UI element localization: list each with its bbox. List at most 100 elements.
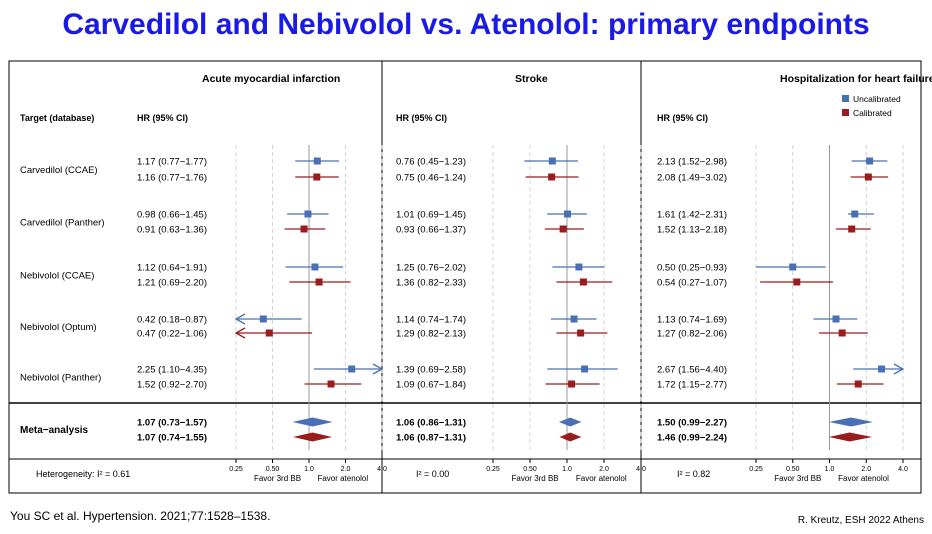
hr-value: 2.13 (1.52−2.98) bbox=[657, 157, 727, 168]
uncalibrated-ci-arrow bbox=[893, 363, 905, 375]
uncalibrated-point bbox=[878, 365, 886, 373]
calibrated-point bbox=[793, 278, 801, 286]
meta-hr-value: 1.06 (0.87−1.31) bbox=[396, 433, 466, 444]
uncalibrated-point bbox=[570, 315, 578, 323]
uncalibrated-point bbox=[348, 365, 356, 373]
favor-right-label: Favor atenolol bbox=[317, 474, 368, 483]
uncalibrated-meta-diamond bbox=[828, 417, 873, 427]
uncalibrated-point bbox=[548, 157, 556, 165]
legend-label: Uncalibrated bbox=[853, 94, 901, 104]
x-tick-label: 0.25 bbox=[229, 466, 243, 473]
hr-value: 0.98 (0.66−1.45) bbox=[137, 210, 207, 221]
x-tick-label: 0.25 bbox=[749, 466, 763, 473]
hr-value: 1.17 (0.77−1.77) bbox=[137, 157, 207, 168]
hr-value: 1.52 (1.13−2.18) bbox=[657, 225, 727, 236]
hr-header: HR (95% CI) bbox=[657, 113, 708, 123]
meta-hr-value: 1.06 (0.86−1.31) bbox=[396, 418, 466, 429]
target-label: Carvedilol (CCAE) bbox=[20, 165, 98, 176]
meta-hr-value: 1.50 (0.99−2.27) bbox=[657, 418, 727, 429]
uncalibrated-point bbox=[581, 365, 589, 373]
hr-value: 1.61 (1.42−2.31) bbox=[657, 210, 727, 221]
calibrated-point bbox=[579, 278, 587, 286]
slide-title: Carvedilol and Nebivolol vs. Atenolol: p… bbox=[62, 8, 870, 41]
hr-value: 1.14 (0.74−1.74) bbox=[396, 315, 466, 326]
meta-hr-value: 1.46 (0.99−2.24) bbox=[657, 433, 727, 444]
x-tick-label: 0.50 bbox=[266, 466, 280, 473]
x-tick-label: 2.0 bbox=[861, 466, 871, 473]
figure-frame bbox=[8, 60, 922, 494]
meta-hr-value: 1.07 (0.74−1.55) bbox=[137, 433, 207, 444]
target-label: Nebivolol (CCAE) bbox=[20, 271, 94, 282]
hr-value: 0.50 (0.25−0.93) bbox=[657, 263, 727, 274]
heterogeneity-label: I² = 0.82 bbox=[677, 469, 710, 479]
target-header: Target (database) bbox=[20, 113, 94, 123]
credit: R. Kreutz, ESH 2022 Athens bbox=[797, 515, 924, 526]
favor-left-label: Favor 3rd BB bbox=[254, 474, 301, 483]
hr-value: 1.13 (0.74−1.69) bbox=[657, 315, 727, 326]
x-tick-label: 1.0 bbox=[825, 466, 835, 473]
uncalibrated-point bbox=[575, 263, 583, 271]
uncalibrated-point bbox=[564, 210, 572, 218]
calibrated-point bbox=[559, 225, 567, 233]
calibrated-ci-arrow bbox=[234, 327, 246, 339]
meta-hr-value: 1.07 (0.73−1.57) bbox=[137, 418, 207, 429]
favor-left-label: Favor 3rd BB bbox=[512, 474, 559, 483]
x-tick-label: 1.0 bbox=[304, 466, 314, 473]
heterogeneity-label: I² = 0.00 bbox=[416, 469, 449, 479]
heterogeneity-label: Heterogeneity: I² = 0.61 bbox=[36, 469, 130, 479]
uncalibrated-point bbox=[789, 263, 797, 271]
legend-label: Calibrated bbox=[853, 108, 892, 118]
citation: You SC et al. Hypertension. 2021;77:1528… bbox=[10, 509, 271, 523]
x-tick-label: 0.25 bbox=[486, 466, 500, 473]
uncalibrated-meta-diamond bbox=[292, 417, 333, 427]
meta-analysis-label: Meta−analysis bbox=[20, 425, 89, 436]
panel-title: Stroke bbox=[515, 73, 548, 85]
hr-value: 1.52 (0.92−2.70) bbox=[137, 380, 207, 391]
hr-value: 0.75 (0.46−1.24) bbox=[396, 173, 466, 184]
panel-title: Acute myocardial infarction bbox=[202, 73, 340, 85]
uncalibrated-point bbox=[851, 210, 859, 218]
calibrated-point bbox=[577, 329, 585, 337]
hr-value: 1.36 (0.82−2.33) bbox=[396, 278, 466, 289]
x-tick-label: 1.0 bbox=[562, 466, 572, 473]
hr-value: 0.93 (0.66−1.37) bbox=[396, 225, 466, 236]
calibrated-point bbox=[315, 278, 323, 286]
uncalibrated-meta-diamond bbox=[558, 417, 582, 427]
calibrated-point bbox=[300, 225, 308, 233]
x-tick-label: 2.0 bbox=[599, 466, 609, 473]
target-label: Nebivolol (Panther) bbox=[20, 373, 101, 384]
hr-value: 0.91 (0.63−1.36) bbox=[137, 225, 207, 236]
hr-header: HR (95% CI) bbox=[137, 113, 188, 123]
calibrated-point bbox=[313, 173, 321, 181]
favor-right-label: Favor atenolol bbox=[576, 474, 627, 483]
hr-value: 0.42 (0.18−0.87) bbox=[137, 315, 207, 326]
uncalibrated-point bbox=[832, 315, 840, 323]
favor-left-label: Favor 3rd BB bbox=[774, 474, 821, 483]
uncalibrated-point bbox=[313, 157, 321, 165]
calibrated-point bbox=[548, 173, 556, 181]
hr-value: 1.72 (1.15−2.77) bbox=[657, 380, 727, 391]
hr-value: 2.25 (1.10−4.35) bbox=[137, 365, 207, 376]
hr-value: 1.29 (0.82−2.13) bbox=[396, 329, 466, 340]
calibrated-meta-diamond bbox=[828, 432, 873, 442]
hr-value: 0.54 (0.27−1.07) bbox=[657, 278, 727, 289]
x-tick-label: 0.50 bbox=[786, 466, 800, 473]
calibrated-point bbox=[327, 380, 335, 388]
hr-value: 1.16 (0.77−1.76) bbox=[137, 173, 207, 184]
calibrated-point bbox=[265, 329, 273, 337]
calibrated-point bbox=[864, 173, 872, 181]
legend-swatch bbox=[842, 109, 849, 116]
calibrated-point bbox=[854, 380, 862, 388]
hr-value: 1.27 (0.82−2.06) bbox=[657, 329, 727, 340]
calibrated-point bbox=[568, 380, 576, 388]
calibrated-meta-diamond bbox=[293, 432, 333, 442]
x-tick-label: 4.0 bbox=[377, 466, 387, 473]
uncalibrated-point bbox=[304, 210, 312, 218]
x-tick-label: 2.0 bbox=[341, 466, 351, 473]
hr-value: 1.01 (0.69−1.45) bbox=[396, 210, 466, 221]
hr-value: 1.25 (0.76−2.02) bbox=[396, 263, 466, 274]
favor-right-label: Favor atenolol bbox=[838, 474, 889, 483]
uncalibrated-point bbox=[311, 263, 319, 271]
hr-value: 1.39 (0.69−2.58) bbox=[396, 365, 466, 376]
